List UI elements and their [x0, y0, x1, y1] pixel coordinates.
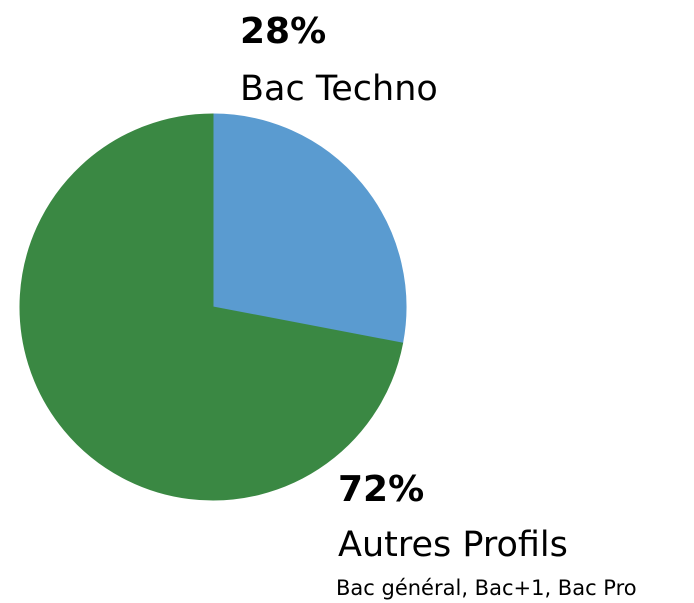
- annotation: Bac général, Bac+1, Bac Pro: [336, 576, 637, 600]
- category-label: Bac Techno: [240, 69, 438, 109]
- pie-slice: [212, 113, 407, 344]
- category-label: Autres Profils: [338, 525, 568, 565]
- value-label: 28%: [240, 11, 326, 52]
- value-label: 72%: [338, 469, 424, 510]
- pie-slice: [19, 113, 404, 501]
